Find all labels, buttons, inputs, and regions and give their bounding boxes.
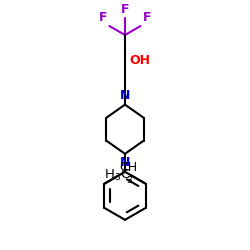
Text: H: H (0, 249, 1, 250)
Text: N: N (120, 156, 130, 169)
Text: 3: 3 (0, 249, 1, 250)
Text: 3: 3 (0, 249, 1, 250)
Text: H: H (0, 249, 1, 250)
Text: N: N (120, 89, 130, 102)
Text: OH: OH (130, 54, 151, 67)
Text: F: F (121, 3, 129, 16)
Text: F: F (99, 11, 108, 24)
Text: $\mathregular{H_3C}$: $\mathregular{H_3C}$ (104, 168, 131, 183)
Text: C: C (0, 249, 1, 250)
Text: C: C (0, 249, 1, 250)
Text: 3: 3 (126, 176, 132, 185)
Text: CH: CH (120, 161, 138, 174)
Text: F: F (142, 11, 151, 24)
